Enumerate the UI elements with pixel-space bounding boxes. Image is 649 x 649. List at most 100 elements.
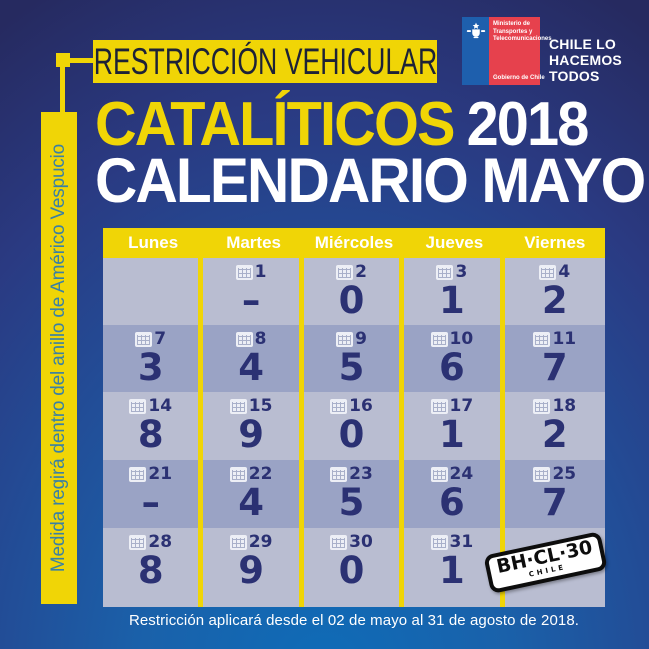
calendar-cell: 30 0 xyxy=(303,528,405,607)
date-line: 18 xyxy=(533,397,576,415)
calendar-row-5: 28 8 29 9 30 0 31 xyxy=(103,528,608,607)
restriction-digits: 2 xyxy=(541,279,568,322)
date-number: 23 xyxy=(349,463,373,484)
restriction-digits: 2 xyxy=(541,413,568,456)
date-number: 8 xyxy=(254,328,267,349)
calendar-cell: 3 1 xyxy=(404,258,505,325)
date-line: 31 xyxy=(430,531,474,552)
date-number: 15 xyxy=(248,395,273,416)
date-line: 10 xyxy=(430,328,474,349)
date-line: 24 xyxy=(430,463,474,484)
calendar-icon xyxy=(533,331,551,347)
calendar-cell: 9 5 xyxy=(303,325,405,392)
date-number: 1 xyxy=(254,261,267,282)
calendar-icon xyxy=(430,466,448,482)
day-header-martes: Martes xyxy=(226,233,281,252)
calendar-cell: 21 – xyxy=(103,460,204,528)
date-number: 17 xyxy=(449,395,474,416)
calendar-table: Lunes Martes Miércoles Jueves Viernes 1 … xyxy=(103,228,608,607)
title-line-1: CATALÍTICOS 2018 xyxy=(95,90,590,159)
restriction-digits: 6 xyxy=(439,346,465,389)
calendar-icon xyxy=(336,331,354,347)
calendar-icon xyxy=(430,398,448,414)
ministry-name: Ministerio de Transportes y Telecomunica… xyxy=(493,21,552,42)
restriction-digits: 1 xyxy=(439,279,465,322)
title-year: 2018 xyxy=(466,90,590,159)
calendar-icon xyxy=(336,264,354,280)
restriction-digits: 4 xyxy=(238,346,264,389)
calendar-icon xyxy=(430,331,448,347)
restriction-digits: 9 xyxy=(238,549,264,592)
calendar-row-1: 1 – 2 0 3 1 4 xyxy=(103,258,605,325)
date-line: 14 xyxy=(129,397,172,415)
restriction-digits: 4 xyxy=(238,481,264,524)
calendar-row-2: 7 3 8 4 9 5 10 xyxy=(103,325,605,392)
restriction-digits: 0 xyxy=(338,413,365,456)
calendar-icon xyxy=(235,331,253,347)
restriction-digits: 7 xyxy=(541,481,568,524)
restriction-banner-label: RESTRICCIÓN VEHICULAR xyxy=(93,41,437,82)
date-line: 9 xyxy=(336,330,367,348)
date-number: 10 xyxy=(449,328,474,349)
calendar-icon xyxy=(436,264,454,280)
date-number: 22 xyxy=(248,463,273,484)
connector-square xyxy=(56,53,70,67)
calendar-row-3: 14 8 15 9 16 0 17 xyxy=(103,392,605,460)
calendar-icon xyxy=(229,534,247,550)
validity-caption: Restricción aplicará desde el 02 de mayo… xyxy=(128,612,580,629)
calendar-cell: 8 4 xyxy=(203,325,304,392)
calendar-icon xyxy=(533,398,551,414)
calendar-cell: 24 6 xyxy=(404,460,505,528)
restriction-digits: 5 xyxy=(338,346,365,389)
restriction-digits: 8 xyxy=(137,549,164,592)
date-number: 4 xyxy=(558,261,571,282)
calendar-icon xyxy=(533,466,551,482)
date-line: 2 xyxy=(336,263,367,281)
restriction-digits: 1 xyxy=(439,549,465,592)
date-number: 18 xyxy=(552,395,577,416)
date-line: 21 xyxy=(129,465,172,483)
calendar-cell: 25 7 xyxy=(504,460,605,528)
calendar-cell: 2 0 xyxy=(303,258,405,325)
restriction-digits: – xyxy=(241,279,261,322)
date-line: 1 xyxy=(235,261,267,282)
calendar-icon xyxy=(135,331,153,347)
date-number: 2 xyxy=(355,261,367,282)
side-note-text: Medida regirá dentro del anillo de Améri… xyxy=(48,143,69,573)
restriction-banner: RESTRICCIÓN VEHICULAR xyxy=(93,40,437,83)
calendar-cell: 22 4 xyxy=(203,460,304,528)
logo-flag-red: Ministerio de Transportes y Telecomunica… xyxy=(489,17,552,85)
date-number: 21 xyxy=(148,463,173,484)
restriction-digits: 0 xyxy=(338,279,365,322)
date-line: 11 xyxy=(533,330,576,348)
calendar-row-4: 21 – 22 4 23 5 24 xyxy=(103,460,605,528)
connector-hline xyxy=(70,58,94,63)
restriction-digits: 8 xyxy=(137,413,164,456)
date-line: 29 xyxy=(229,533,272,551)
calendar-cell-empty xyxy=(103,258,204,325)
date-number: 25 xyxy=(552,463,577,484)
day-header-lunes: Lunes xyxy=(128,233,179,252)
date-number: 28 xyxy=(148,531,173,552)
calendar-icon xyxy=(129,398,147,414)
date-number: 9 xyxy=(355,328,367,349)
calendar-icon xyxy=(539,264,557,280)
date-number: 3 xyxy=(455,261,468,282)
calendar-icon xyxy=(129,466,147,482)
title-cataliticos: CATALÍTICOS xyxy=(95,90,455,159)
calendar-cell: 17 1 xyxy=(404,392,505,460)
logo-flag-blue xyxy=(462,17,489,85)
government-of-chile-label: Gobierno de Chile xyxy=(493,75,545,81)
date-line: 17 xyxy=(430,395,474,416)
calendar-cell: 1 – xyxy=(203,258,304,325)
date-number: 31 xyxy=(449,531,474,552)
connector-vline xyxy=(60,67,65,113)
calendar-icon xyxy=(330,466,348,482)
calendar-cell: 7 3 xyxy=(103,325,204,392)
calendar-cell: 15 9 xyxy=(203,392,304,460)
date-number: 24 xyxy=(449,463,474,484)
day-header-jueves: Jueves xyxy=(425,233,484,252)
calendar-cell: 11 7 xyxy=(504,325,605,392)
chile-slogan: CHILE LO HACEMOS TODOS xyxy=(549,36,622,85)
calendar-cell: 10 6 xyxy=(404,325,505,392)
